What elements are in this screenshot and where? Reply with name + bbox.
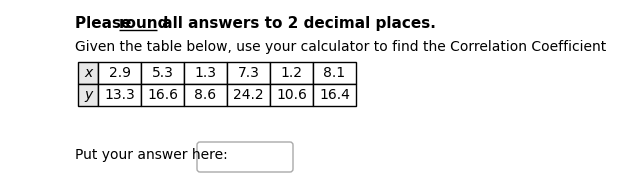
Bar bbox=[227, 84, 270, 106]
Text: 8.1: 8.1 bbox=[323, 66, 346, 80]
Bar bbox=[184, 84, 227, 106]
Text: Please: Please bbox=[75, 16, 136, 31]
Bar bbox=[270, 84, 313, 106]
Text: round: round bbox=[119, 16, 170, 31]
Text: 16.6: 16.6 bbox=[147, 88, 178, 102]
Text: 1.3: 1.3 bbox=[195, 66, 216, 80]
Text: 2.9: 2.9 bbox=[109, 66, 131, 80]
FancyBboxPatch shape bbox=[197, 142, 293, 172]
Bar bbox=[141, 62, 184, 84]
Text: 8.6: 8.6 bbox=[195, 88, 216, 102]
Text: 24.2: 24.2 bbox=[233, 88, 264, 102]
Text: x: x bbox=[84, 66, 92, 80]
Bar bbox=[227, 62, 270, 84]
Bar bbox=[98, 84, 141, 106]
Text: Put your answer here:: Put your answer here: bbox=[75, 148, 228, 162]
Text: y: y bbox=[84, 88, 92, 102]
Text: Given the table below, use your calculator to find the Correlation Coefficient: Given the table below, use your calculat… bbox=[75, 40, 606, 54]
Bar bbox=[98, 62, 141, 84]
Bar bbox=[313, 62, 356, 84]
Bar bbox=[270, 62, 313, 84]
Text: all answers to 2 decimal places.: all answers to 2 decimal places. bbox=[157, 16, 436, 31]
Bar bbox=[78, 84, 98, 106]
Text: 10.6: 10.6 bbox=[276, 88, 307, 102]
Text: 5.3: 5.3 bbox=[152, 66, 173, 80]
Text: 1.2: 1.2 bbox=[280, 66, 303, 80]
Text: 16.4: 16.4 bbox=[319, 88, 350, 102]
Text: 7.3: 7.3 bbox=[237, 66, 259, 80]
Bar bbox=[184, 62, 227, 84]
Bar bbox=[313, 84, 356, 106]
Bar bbox=[78, 62, 98, 84]
Text: 13.3: 13.3 bbox=[104, 88, 135, 102]
Bar bbox=[141, 84, 184, 106]
